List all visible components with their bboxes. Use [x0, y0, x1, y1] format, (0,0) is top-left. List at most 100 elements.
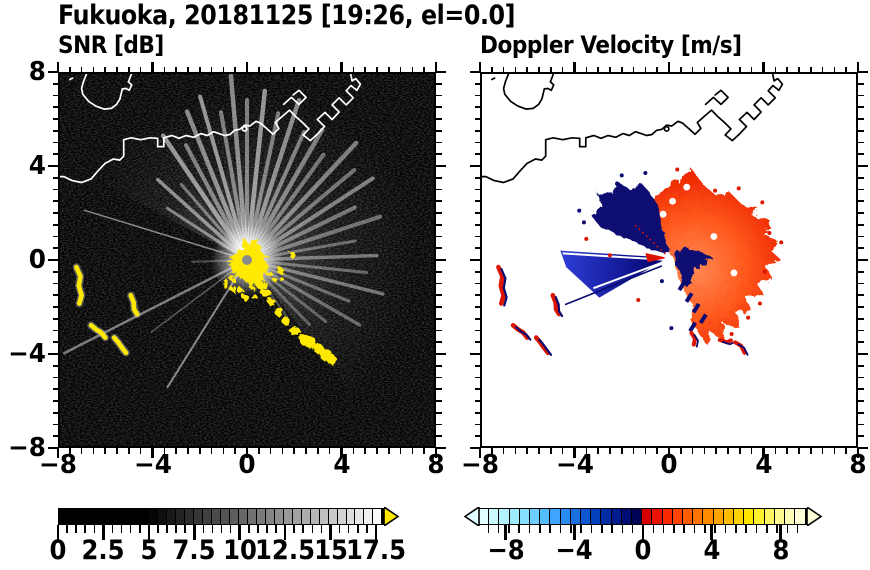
colorbar-minor-tick [704, 525, 706, 533]
axis-major-tick [667, 448, 671, 458]
islet-dash [490, 77, 496, 81]
colorbar-minor-tick [138, 525, 141, 533]
clutter-trail-spot [288, 324, 299, 335]
colorbar-major-tick [147, 525, 151, 540]
axis-minor-tick [680, 448, 682, 454]
axis-minor-tick [436, 94, 442, 97]
colorbar-tick-label: 2.5 [81, 535, 125, 566]
colorbar-tick-label: 0 [634, 535, 652, 566]
axis-minor-tick [52, 153, 58, 156]
axis-minor-tick [680, 66, 682, 72]
core-satellite [262, 280, 266, 284]
axis-minor-tick [80, 66, 83, 72]
axis-minor-tick [52, 341, 58, 344]
y-tick-label: 8 [28, 57, 46, 87]
axis-minor-tick [858, 294, 864, 297]
clutter-bit-red [717, 337, 733, 345]
colorbar-minor-tick [75, 525, 77, 533]
axis-minor-tick [69, 66, 71, 72]
axis-minor-tick [858, 176, 864, 179]
axis-minor-tick [411, 448, 414, 454]
axis-minor-tick [198, 66, 201, 72]
axis-minor-tick [376, 448, 378, 454]
axis-minor-tick [222, 66, 225, 72]
axis-major-tick [436, 446, 446, 450]
colorbar-minor-tick [796, 525, 799, 533]
colorbar-segment [166, 509, 176, 524]
colorbar-segment [283, 509, 293, 524]
axis-major-tick [48, 164, 58, 168]
echo-hole [683, 183, 691, 191]
coastline [58, 72, 362, 184]
axis-minor-tick [858, 188, 864, 191]
axis-minor-tick [52, 306, 58, 308]
colorbar-minor-tick [93, 525, 96, 533]
y-tick-label: 0 [28, 245, 46, 275]
axis-minor-tick [858, 129, 864, 132]
axis-minor-tick [474, 388, 480, 391]
axis-minor-tick [538, 66, 540, 72]
core-satellite [236, 287, 243, 293]
colorbar-major-tick [710, 525, 714, 540]
colorbar-segment [76, 509, 86, 524]
colorbar-minor-tick [129, 525, 132, 533]
axis-minor-tick [609, 66, 611, 72]
colorbar-segment [364, 509, 374, 524]
axis-minor-tick [809, 66, 812, 72]
axis-minor-tick [163, 448, 166, 454]
axis-minor-tick [436, 118, 442, 120]
colorbar-segment [319, 509, 329, 524]
clutter-arc-red [550, 293, 562, 317]
axis-minor-tick [845, 448, 847, 454]
red-speckle [762, 269, 767, 274]
colorbar-segment [373, 509, 383, 524]
colorbar-tick-label: 17.5 [345, 535, 406, 566]
colorbar-segment [202, 509, 212, 524]
axis-minor-tick [69, 448, 71, 454]
x-tick-label: 8 [849, 450, 867, 480]
axis-minor-tick [436, 212, 442, 214]
clutter-bit-navy [721, 341, 735, 346]
colorbar-minor-tick [293, 525, 295, 533]
axis-minor-tick [538, 448, 540, 454]
colorbar-tick-label: −4 [555, 535, 593, 566]
colorbar-major-tick [192, 525, 196, 540]
overflow-arrow-svg [807, 507, 823, 526]
axis-major-tick [434, 448, 438, 458]
red-speckle [713, 188, 718, 193]
colorbar-minor-tick [580, 525, 582, 533]
axis-minor-tick [474, 94, 480, 97]
colorbar-segment [713, 509, 724, 524]
echo-hole [710, 233, 718, 240]
axis-minor-tick [858, 388, 864, 391]
colorbar-tick-label: 12.5 [255, 535, 316, 566]
colorbar-segment [662, 509, 673, 524]
axis-minor-tick [474, 82, 480, 85]
navy-speckle [659, 279, 664, 284]
axis-minor-tick [858, 212, 864, 214]
axis-minor-tick [474, 423, 480, 426]
axis-minor-tick [305, 66, 307, 72]
axis-major-tick [48, 352, 58, 356]
axis-major-tick [762, 448, 765, 458]
axis-minor-tick [210, 66, 213, 72]
colorbar-major-tick [504, 525, 507, 540]
axis-minor-tick [597, 66, 599, 72]
colorbar-segment [148, 509, 158, 524]
colorbar-segment [683, 509, 694, 524]
colorbar-segment [94, 509, 104, 524]
axis-minor-tick [52, 106, 58, 109]
axis-minor-tick [92, 448, 95, 454]
trail-navy-fleck [691, 302, 701, 314]
axis-minor-tick [436, 282, 442, 285]
colorbar-minor-tick [652, 525, 655, 533]
core-satellite [277, 274, 282, 279]
axis-minor-tick [474, 317, 480, 320]
axis-minor-tick [656, 66, 658, 72]
snr-plot [58, 72, 436, 448]
red-speckle [675, 167, 680, 172]
axis-minor-tick [474, 400, 480, 402]
colorbar-overflow-arrow [384, 507, 400, 526]
core-satellite [257, 286, 263, 293]
colorbar-minor-tick [714, 525, 716, 533]
